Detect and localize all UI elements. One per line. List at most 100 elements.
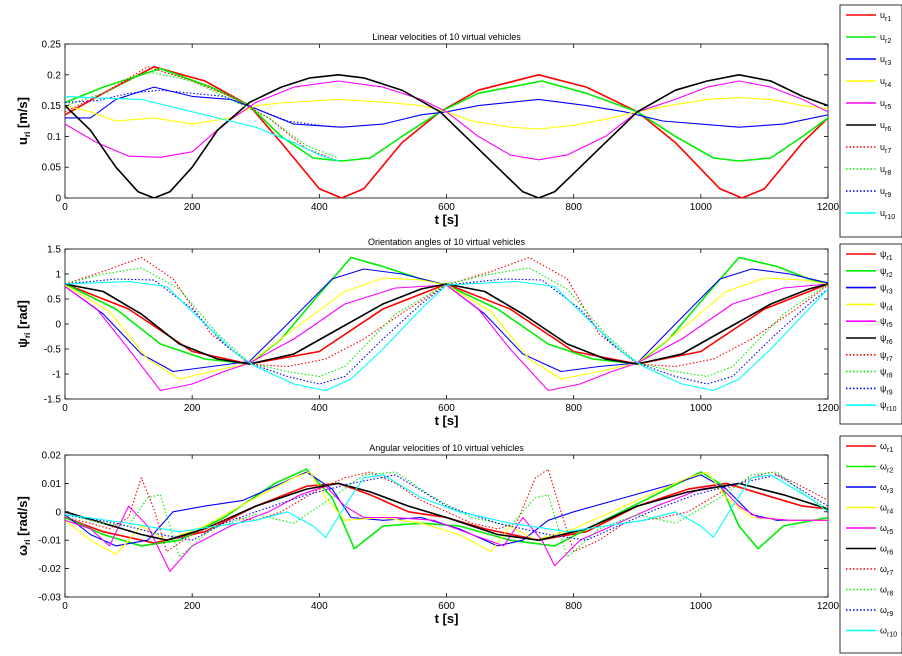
y-tick-label: 1.5 [47, 245, 61, 256]
y-axis-subscript: ri [23, 132, 32, 137]
legend-symbol: u [880, 186, 885, 196]
legend-label-r1: ωr1 [880, 441, 893, 454]
legend-symbol: u [880, 120, 885, 130]
legend-symbol: ω [880, 441, 887, 451]
series-line-r6 [65, 283, 828, 365]
y-tick-label: 0.25 [42, 40, 62, 51]
legend-label-r9: ur9 [880, 186, 891, 199]
y-axis-subscript: ri [23, 540, 32, 545]
legend-subscript: r3 [887, 488, 893, 495]
x-tick-label: 1200 [817, 601, 840, 612]
legend-label-r10: ur10 [880, 208, 895, 221]
x-tick-label: 0 [62, 202, 68, 213]
legend-label-r4: ψr4 [880, 299, 893, 312]
legend-label-r9: ψr9 [880, 383, 893, 396]
legend-subscript: r6 [885, 126, 891, 133]
legend-symbol: ω [880, 482, 887, 492]
legend-box [839, 4, 902, 238]
y-tick-label: 0.15 [42, 101, 62, 112]
x-tick-label: 200 [184, 403, 201, 414]
legend-label-r7: ψr7 [880, 350, 893, 363]
legend-subscript: r5 [886, 322, 892, 329]
x-tick-label: 0 [62, 403, 68, 414]
legend-symbol: ψ [880, 299, 886, 309]
legend-label-r1: ψr1 [880, 249, 893, 262]
legend-subscript: r9 [887, 611, 893, 618]
y-tick-label: 0.01 [42, 479, 62, 490]
plot-area [64, 454, 829, 598]
x-tick-label: 400 [311, 202, 328, 213]
series-line-r8 [65, 71, 339, 159]
y-axis-unit: [rad/s] [15, 496, 30, 539]
plot-area [64, 248, 829, 400]
series-group [65, 66, 828, 198]
y-tick-label: 0 [55, 194, 61, 205]
legend-symbol: u [880, 32, 885, 42]
legend-box [839, 243, 902, 425]
series-line-r6 [65, 74, 828, 198]
x-axis-label: t [s] [435, 212, 459, 227]
series-line-r5 [65, 80, 828, 161]
series-line-r8 [65, 471, 828, 558]
legend-label-r4: ur4 [880, 76, 891, 89]
chart-2: 0 200 400 600 800 1000 1200 -1.5 -1 -0.5 0 0.5 1 1.5 O… [15, 237, 902, 428]
series-line-r10 [65, 280, 828, 392]
legend-symbol: u [880, 54, 885, 64]
y-tick-label: 1 [55, 270, 61, 281]
legend-symbol: ψ [880, 400, 886, 410]
legend-label-r7: ωr7 [880, 564, 893, 577]
legend-subscript: r5 [885, 104, 891, 111]
y-tick-label: 0 [55, 507, 61, 518]
legend-symbol: ψ [880, 316, 886, 326]
y-tick-label: -1 [52, 370, 61, 381]
x-tick-label: 0 [62, 601, 68, 612]
legend-subscript: r7 [885, 148, 891, 155]
y-tick-label: 0.2 [47, 70, 61, 81]
y-axis-unit: [rad] [15, 300, 30, 333]
legend-subscript: r4 [886, 305, 892, 312]
legend-subscript: r1 [887, 447, 893, 454]
y-tick-label: -0.5 [44, 345, 62, 356]
x-tick-label: 1200 [817, 403, 840, 414]
legend-label-r6: ur6 [880, 120, 891, 133]
series-line-r7 [65, 256, 828, 368]
legend-symbol: ψ [880, 350, 886, 360]
x-axis-label: t [s] [435, 611, 459, 626]
legend-symbol: ω [880, 626, 887, 636]
legend-subscript: r2 [885, 38, 891, 45]
series-line-r4 [65, 97, 828, 130]
series-line-r3 [65, 471, 828, 547]
series-line-r9 [65, 474, 828, 541]
x-tick-label: 600 [438, 403, 455, 414]
y-axis-label: ψri [rad] [15, 300, 32, 348]
x-tick-label: 1000 [690, 202, 713, 213]
y-tick-label: -0.01 [38, 536, 61, 547]
legend-label-r3: ωr3 [880, 482, 893, 495]
legend-label-r6: ψr6 [880, 333, 893, 346]
series-line-r7 [65, 66, 339, 162]
x-tick-label: 800 [565, 403, 582, 414]
y-axis-symbol: ψ [15, 338, 30, 348]
series-line-r9 [65, 89, 339, 128]
chart-title: Orientation angles of 10 virtual vehicle… [368, 237, 526, 247]
legend-subscript: r8 [885, 170, 891, 177]
x-tick-label: 600 [438, 202, 455, 213]
series-line-r6 [65, 482, 828, 541]
legend-subscript: r8 [886, 373, 892, 380]
legend-label-r5: ψr5 [880, 316, 893, 329]
legend-symbol: ω [880, 605, 887, 615]
y-tick-label: 0.05 [42, 163, 62, 174]
x-tick-label: 600 [438, 601, 455, 612]
series-line-r10 [65, 95, 339, 162]
y-tick-label: 0.1 [47, 132, 61, 143]
legend-symbol: ψ [880, 249, 886, 259]
x-tick-label: 200 [184, 601, 201, 612]
series-group [65, 256, 828, 392]
legend-symbol: u [880, 164, 885, 174]
x-tick-label: 1200 [817, 202, 840, 213]
legend-symbol: ψ [880, 367, 886, 377]
series-line-r8 [65, 267, 828, 378]
legend-subscript: r3 [886, 289, 892, 296]
x-tick-label: 1000 [690, 403, 713, 414]
